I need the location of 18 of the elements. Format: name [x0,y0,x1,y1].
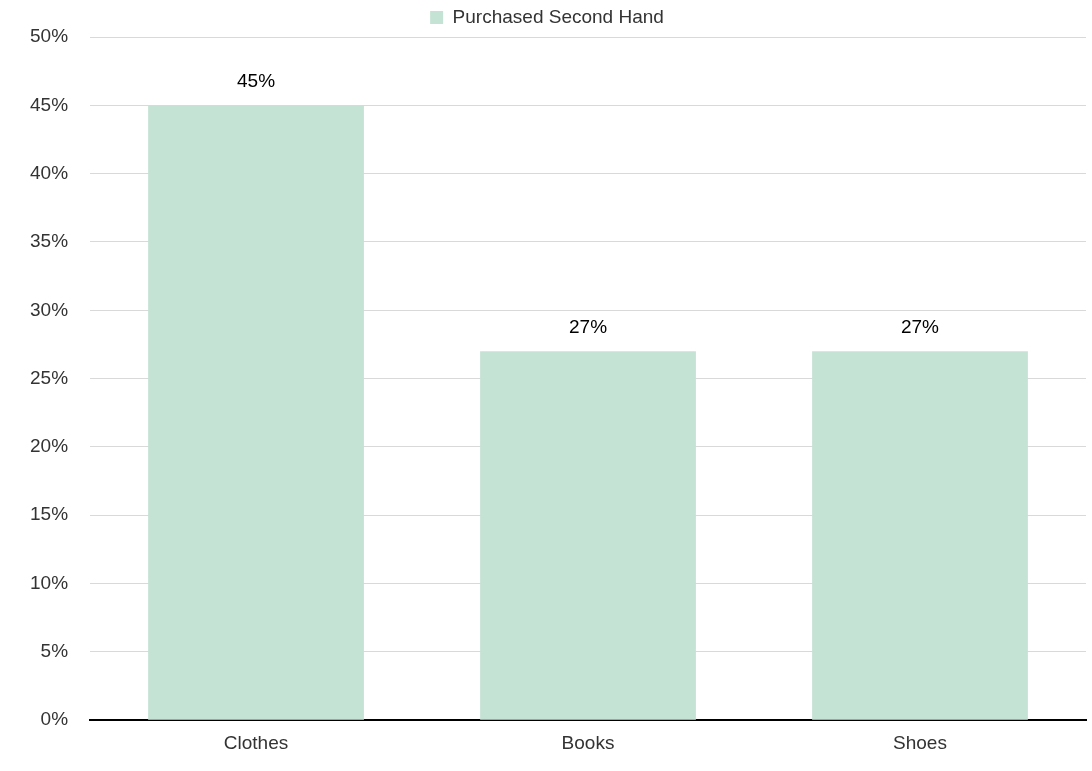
y-tick-label: 15% [30,503,69,525]
x-tick-label: Clothes [223,731,289,753]
data-label: 45% [237,70,276,92]
y-tick-label: 5% [40,640,69,662]
y-tick-label: 20% [30,435,69,457]
x-tick-label: Books [561,731,615,753]
y-tick-label: 0% [40,708,69,730]
y-tick-label: 25% [30,366,69,388]
y-tick-label: 45% [30,93,69,115]
y-tick-label: 35% [30,230,69,252]
x-tick-label: Shoes [893,731,947,753]
y-tick-label: 40% [30,161,69,183]
y-tick-label: 10% [30,571,69,593]
y-tick-label: 50% [30,25,69,47]
legend-label: Purchased Second Hand [452,5,664,27]
data-label: 27% [900,316,940,338]
y-tick-label: 30% [30,298,69,320]
data-label: 27% [569,316,608,338]
